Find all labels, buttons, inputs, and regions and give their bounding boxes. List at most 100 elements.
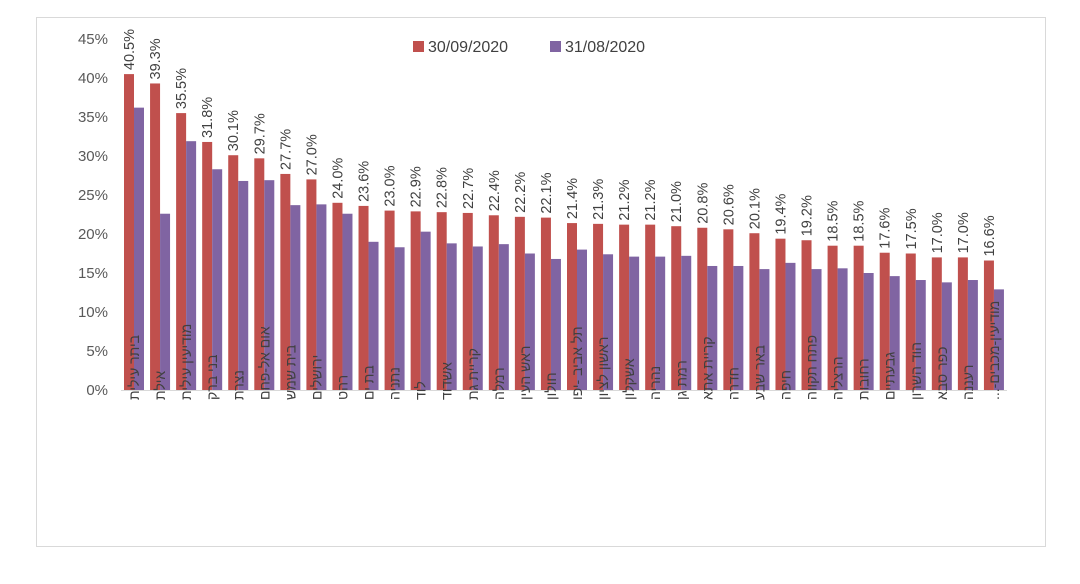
x-category-label: חדרה [725,367,741,400]
bar-series-2 [889,276,900,390]
data-label: 20.6% [721,184,737,225]
bar-series-1 [801,240,812,390]
x-category-label: באר שבע [751,345,767,400]
bar-series-2 [524,253,535,390]
bar-series-2 [498,244,509,390]
bar-series-2 [472,246,483,390]
bar-series-2 [342,213,353,390]
bar-series-1 [879,252,890,390]
bar-series-2 [446,243,457,390]
bar-series-1 [957,257,968,390]
chart-frame: 30/09/2020 31/08/2020 0% 5% 10% 15% 20% 25% 30… [36,17,1046,547]
bar-series-1 [671,226,682,390]
bars: 40.5% 39.3% 35.5% 31.8% 30.1% 29.7% 27.7% 27.0%… [122,29,1004,391]
x-category-label: קריית גת [465,348,481,400]
x-category-label: הרצליה [830,356,846,400]
data-label: 35.5% [174,68,190,109]
bar-series-1 [749,233,760,390]
x-category-label: הוד השרון [908,342,924,400]
x-category-label: אילת [152,371,168,400]
x-category-label: בני ברק [204,355,220,400]
data-label: 21.2% [643,179,659,220]
y-tick-label: 30% [78,148,108,165]
bar-series-1 [827,245,838,390]
x-category-label: ירושלים [308,355,324,400]
bar-series-2 [759,269,770,390]
data-label: 29.7% [252,113,268,154]
data-label: 18.5% [852,200,868,241]
bar-series-2 [837,268,848,390]
x-category-label: נתניה [387,367,403,400]
x-category-label: חיפה [778,370,794,400]
bar-series-1 [384,210,395,390]
bar-series-2 [316,204,327,390]
bar-series-1 [514,216,525,390]
data-label: 19.2% [800,195,816,236]
x-category-label: פתח תקווה [804,335,820,400]
bar-series-1 [645,224,656,390]
x-category-label: ראש העין [517,346,533,400]
bar-series-2 [212,169,223,390]
data-label: 21.3% [591,179,607,220]
x-category-label: כפר סבא [934,347,950,400]
bar-series-1 [254,158,265,390]
x-category-label: לוד [413,381,429,400]
data-label: 17.6% [878,207,894,248]
bar-series-2 [290,205,301,390]
bar-series-2 [420,231,431,390]
bar-series-2 [655,256,666,390]
x-axis: ביתר עילית אילת מודיעין עילית בני ברק נצרת או… [121,301,1007,400]
bar-series-1 [540,217,551,390]
y-tick-label: 5% [86,343,108,360]
data-label: 17.5% [904,208,920,249]
data-label: 16.6% [982,215,998,256]
data-label: 22.2% [513,172,529,213]
y-tick-label: 10% [78,304,108,321]
data-label: 24.0% [330,158,346,199]
bar-series-1 [905,253,916,390]
bar-series-2 [707,265,718,390]
data-label: 30.1% [226,110,242,151]
data-label: 22.8% [435,167,451,208]
bar-series-2 [603,254,614,390]
y-tick-label: 0% [86,382,108,399]
bar-series-1 [593,223,604,390]
x-category-label: רמת גן [673,360,689,400]
y-axis: 0% 5% 10% 15% 20% 25% 30% 35% 40% 45% [78,31,108,399]
bar-series-2 [967,280,978,390]
data-label: 22.9% [409,166,425,207]
bar-series-1 [723,229,734,390]
bar-series-2 [186,141,197,390]
bar-series-1 [410,211,421,390]
x-category-label: קריית אתא [699,336,715,400]
data-label: 19.4% [773,193,789,234]
bar-series-2 [368,241,379,390]
legend-swatch-series-2 [550,41,561,52]
x-category-label: מודיעין-מכבים-... [986,301,1002,400]
bar-series-1 [567,223,577,390]
x-category-label: רמלה [491,367,507,400]
x-category-label: תל אביב -יפו [569,326,585,400]
data-label: 23.6% [357,161,373,202]
x-category-label: רעננה [960,365,976,400]
y-tick-label: 15% [78,265,108,282]
data-label: 17.0% [956,212,972,253]
bar-series-1 [150,83,161,391]
x-category-label: גבעתיים [882,352,898,400]
x-category-label: אום אל-פחם [256,326,272,400]
bar-series-1 [280,173,291,390]
y-tick-label: 40% [78,70,108,87]
bar-series-2 [550,258,561,390]
x-category-label: רחובות [856,358,872,400]
data-label: 17.0% [930,212,946,253]
x-category-label: בת ים [361,365,377,400]
data-label: 21.4% [565,178,581,219]
bar-series-2 [629,256,640,390]
bar-series-2 [785,262,796,390]
bar-series-1 [436,212,447,390]
bar-series-1 [462,212,473,390]
data-label: 40.5% [122,29,138,70]
bar-series-2 [941,282,952,390]
bar-series-1 [332,202,343,390]
bar-chart: 30/09/2020 31/08/2020 0% 5% 10% 15% 20% 25% 30… [78,29,1007,400]
